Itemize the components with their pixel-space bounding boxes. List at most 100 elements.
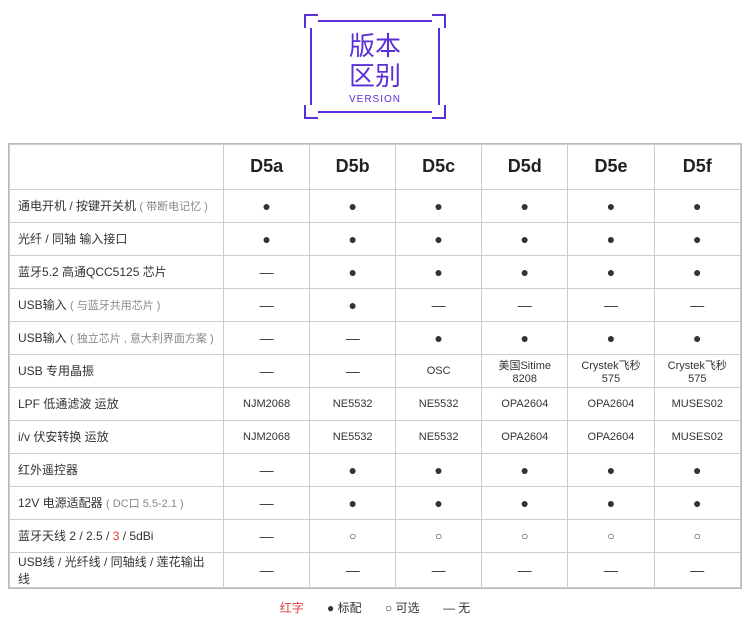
row-label: i/v 伏安转换 运放 bbox=[10, 421, 223, 453]
cell: OPA2604 bbox=[482, 421, 567, 453]
row-label: USB 专用晶振 bbox=[10, 355, 223, 387]
cell: — bbox=[310, 355, 395, 387]
cell: — bbox=[310, 553, 395, 587]
cell: ● bbox=[568, 223, 653, 255]
cell: ● bbox=[310, 190, 395, 222]
cell: ● bbox=[655, 487, 740, 519]
cell: ● bbox=[310, 223, 395, 255]
cell: ● bbox=[655, 454, 740, 486]
cell: ● bbox=[310, 289, 395, 321]
title-box: 版本 区别 VERSION bbox=[310, 20, 440, 113]
corner-decoration bbox=[304, 14, 318, 28]
cell: ● bbox=[568, 454, 653, 486]
cell: ● bbox=[396, 190, 481, 222]
table-row: 红外遥控器—●●●●● bbox=[10, 454, 740, 486]
col-header: D5c bbox=[396, 145, 481, 189]
col-header: D5f bbox=[655, 145, 740, 189]
row-label: LPF 低通滤波 运放 bbox=[10, 388, 223, 420]
table-row: USB输入 ( 独立芯片 , 意大利界面方案 )——●●●● bbox=[10, 322, 740, 354]
cell: Crystek飞秒575 bbox=[568, 355, 653, 387]
table-row: USB 专用晶振——OSC美国Sitime 8208Crystek飞秒575Cr… bbox=[10, 355, 740, 387]
table-row: USB线 / 光纤线 / 同轴线 / 莲花输出线—————— bbox=[10, 553, 740, 587]
cell: ● bbox=[224, 190, 309, 222]
cell: ● bbox=[655, 190, 740, 222]
cell: OPA2604 bbox=[568, 388, 653, 420]
table-row: 蓝牙天线 2 / 2.5 / 3 / 5dBi—○○○○○ bbox=[10, 520, 740, 552]
cell: ● bbox=[310, 487, 395, 519]
cell: ● bbox=[568, 322, 653, 354]
legend-optional: ○ 可选 bbox=[385, 601, 423, 615]
cell: ○ bbox=[310, 520, 395, 552]
cell: — bbox=[224, 553, 309, 587]
row-label: 红外遥控器 bbox=[10, 454, 223, 486]
cell: — bbox=[224, 487, 309, 519]
row-label: 12V 电源适配器 ( DC口 5.5-2.1 ) bbox=[10, 487, 223, 519]
cell: ● bbox=[224, 223, 309, 255]
header-row: D5a D5b D5c D5d D5e D5f bbox=[10, 145, 740, 189]
cell: ● bbox=[310, 256, 395, 288]
col-header: D5b bbox=[310, 145, 395, 189]
legend: 红字 ● 标配 ○ 可选 — 无 bbox=[0, 599, 750, 616]
row-label: 通电开机 / 按键开关机 ( 带断电记忆 ) bbox=[10, 190, 223, 222]
cell: OPA2604 bbox=[482, 388, 567, 420]
cell: — bbox=[568, 553, 653, 587]
spec-table: D5a D5b D5c D5d D5e D5f 通电开机 / 按键开关机 ( 带… bbox=[8, 143, 742, 589]
cell: — bbox=[482, 289, 567, 321]
cell: — bbox=[224, 520, 309, 552]
cell: — bbox=[396, 289, 481, 321]
cell: 美国Sitime 8208 bbox=[482, 355, 567, 387]
cell: ● bbox=[482, 223, 567, 255]
cell: ○ bbox=[482, 520, 567, 552]
header-blank bbox=[10, 145, 223, 189]
cell: MUSES02 bbox=[655, 421, 740, 453]
legend-standard: ● 标配 bbox=[327, 601, 365, 615]
cell: ● bbox=[396, 454, 481, 486]
cell: ● bbox=[482, 256, 567, 288]
col-header: D5e bbox=[568, 145, 653, 189]
cell: — bbox=[224, 289, 309, 321]
title-line1: 版本 bbox=[312, 32, 438, 62]
row-label: 蓝牙5.2 高通QCC5125 芯片 bbox=[10, 256, 223, 288]
title-sub: VERSION bbox=[312, 94, 438, 105]
cell: — bbox=[224, 256, 309, 288]
cell: NE5532 bbox=[396, 421, 481, 453]
cell: ○ bbox=[655, 520, 740, 552]
cell: ● bbox=[655, 322, 740, 354]
cell: OSC bbox=[396, 355, 481, 387]
cell: ● bbox=[396, 223, 481, 255]
row-label: 光纤 / 同轴 输入接口 bbox=[10, 223, 223, 255]
cell: OPA2604 bbox=[568, 421, 653, 453]
table-row: 光纤 / 同轴 输入接口●●●●●● bbox=[10, 223, 740, 255]
cell: ● bbox=[396, 487, 481, 519]
cell: ● bbox=[482, 454, 567, 486]
table-row: 12V 电源适配器 ( DC口 5.5-2.1 )—●●●●● bbox=[10, 487, 740, 519]
cell: ● bbox=[568, 256, 653, 288]
cell: NE5532 bbox=[310, 388, 395, 420]
cell: ● bbox=[655, 256, 740, 288]
cell: NJM2068 bbox=[224, 388, 309, 420]
legend-none: — 无 bbox=[443, 601, 470, 615]
legend-red: 红字 bbox=[280, 601, 304, 615]
cell: ● bbox=[310, 454, 395, 486]
cell: — bbox=[655, 289, 740, 321]
cell: — bbox=[224, 355, 309, 387]
row-label: USB输入 ( 独立芯片 , 意大利界面方案 ) bbox=[10, 322, 223, 354]
cell: ○ bbox=[568, 520, 653, 552]
row-label: USB输入 ( 与蓝牙共用芯片 ) bbox=[10, 289, 223, 321]
cell: ● bbox=[655, 223, 740, 255]
table-row: LPF 低通滤波 运放NJM2068NE5532NE5532OPA2604OPA… bbox=[10, 388, 740, 420]
corner-decoration bbox=[432, 14, 446, 28]
cell: NE5532 bbox=[310, 421, 395, 453]
row-label: USB线 / 光纤线 / 同轴线 / 莲花输出线 bbox=[10, 553, 223, 587]
col-header: D5a bbox=[224, 145, 309, 189]
cell: ● bbox=[568, 190, 653, 222]
cell: — bbox=[482, 553, 567, 587]
table-row: i/v 伏安转换 运放NJM2068NE5532NE5532OPA2604OPA… bbox=[10, 421, 740, 453]
cell: ● bbox=[482, 190, 567, 222]
table-row: USB输入 ( 与蓝牙共用芯片 )—●———— bbox=[10, 289, 740, 321]
cell: ○ bbox=[396, 520, 481, 552]
cell: — bbox=[224, 322, 309, 354]
cell: — bbox=[310, 322, 395, 354]
cell: — bbox=[655, 553, 740, 587]
row-label: 蓝牙天线 2 / 2.5 / 3 / 5dBi bbox=[10, 520, 223, 552]
